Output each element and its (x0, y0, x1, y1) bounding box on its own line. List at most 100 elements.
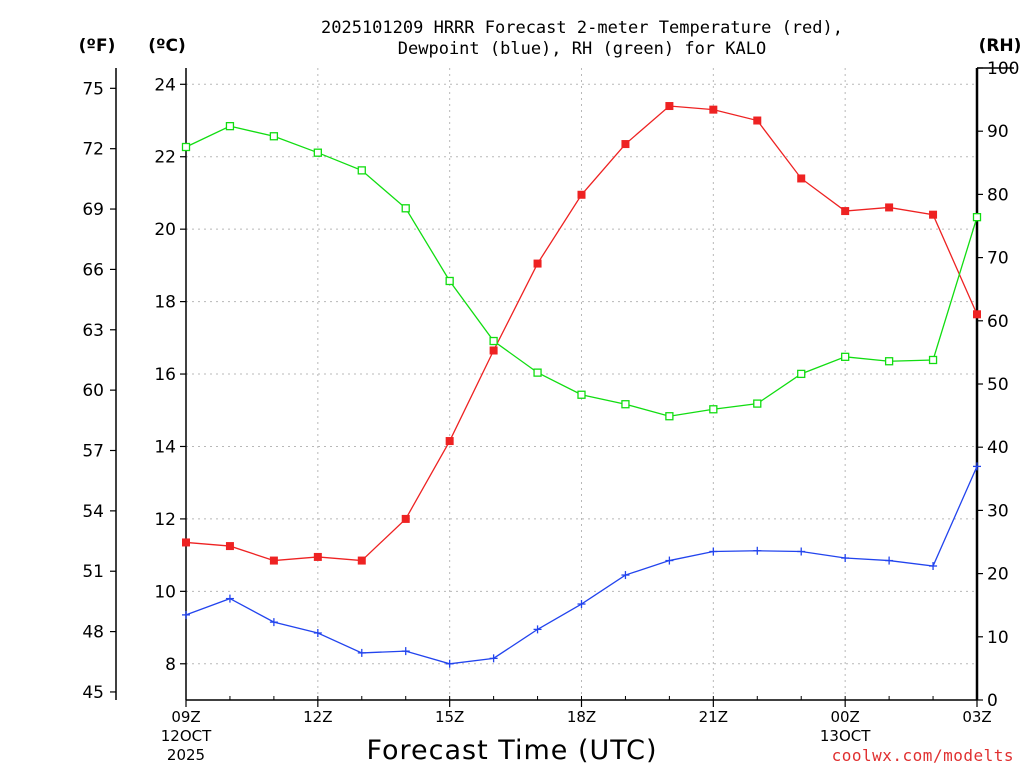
temperature-point (665, 102, 674, 111)
dewpoint-point (225, 594, 234, 603)
rh-tick-label: 100 (987, 59, 1019, 79)
fahrenheit-tick-label: 69 (82, 200, 104, 220)
temperature-point (929, 210, 938, 219)
temperature-point (797, 174, 806, 183)
temperature-point (313, 552, 322, 561)
temperature-point (225, 542, 234, 551)
temperature-point (445, 437, 454, 446)
dewpoint-point (885, 556, 894, 565)
rh-tick-label: 40 (987, 438, 1009, 458)
dewpoint-point (269, 618, 278, 627)
chart-title-line2: Dewpoint (blue), RH (green) for KALO (398, 39, 766, 59)
fahrenheit-tick-label: 60 (82, 381, 104, 401)
rh-tick-label: 20 (987, 565, 1009, 585)
x-tick-label: 12Z (303, 708, 332, 726)
celsius-tick-label: 10 (154, 582, 176, 602)
dewpoint-point (665, 556, 674, 565)
temperature-point (182, 538, 190, 547)
dewpoint-point (797, 547, 806, 556)
x-tick-label: 09Z (171, 708, 200, 726)
x-tick-label: 03Z (962, 708, 991, 726)
fahrenheit-tick-label: 51 (82, 562, 104, 582)
rh-tick-label: 0 (987, 691, 998, 711)
rh-tick-label: 60 (987, 312, 1009, 332)
fahrenheit-tick-label: 75 (82, 79, 104, 99)
celsius-tick-label: 22 (154, 148, 176, 168)
celsius-tick-label: 20 (154, 220, 176, 240)
dewpoint-point (621, 571, 630, 580)
dewpoint-point (401, 647, 410, 656)
rh-point (533, 368, 542, 377)
rh-tick-label: 30 (987, 501, 1009, 521)
axes (110, 67, 1014, 707)
fahrenheit-tick-label: 54 (82, 502, 104, 522)
series-rh (181, 121, 982, 421)
fahrenheit-tick-label: 45 (82, 683, 104, 703)
rh-point (401, 204, 410, 213)
credit-link[interactable]: coolwx.com/modelts (832, 746, 1014, 765)
series-line-rh (185, 125, 978, 417)
temperature-point (489, 346, 498, 355)
dewpoint-point (357, 648, 366, 657)
temperature-point (533, 259, 542, 268)
rh-point (753, 399, 762, 408)
x-tick-label: 00Z (830, 708, 859, 726)
rh-point (709, 405, 718, 414)
rh-point (577, 390, 586, 399)
fahrenheit-tick-label: 57 (82, 441, 104, 461)
tick-labels: 8 10 12 14 16 18 20 22 24 45 48 51 54 57 60 63 66 69 72 75 0… (82, 59, 1019, 764)
rh-tick-label: 70 (987, 249, 1009, 269)
x-tick-label: 21Z (699, 708, 728, 726)
rh-tick-label: 80 (987, 185, 1009, 205)
temperature-point (577, 190, 586, 199)
dewpoint-point (929, 561, 938, 570)
x-tick-date: 13OCT (820, 727, 871, 745)
rh-unit-label: (RH) (979, 36, 1022, 56)
series-dewpoint (182, 462, 981, 668)
celsius-tick-label: 14 (154, 437, 176, 457)
fahrenheit-tick-label: 48 (82, 623, 104, 643)
rh-point (225, 121, 235, 131)
rh-point (269, 132, 279, 141)
temperature-point (621, 140, 630, 149)
temperature-point (709, 105, 718, 114)
rh-point (972, 213, 982, 222)
dewpoint-point (533, 625, 542, 634)
dewpoint-point (489, 654, 498, 663)
rh-tick-label: 90 (987, 122, 1009, 142)
dewpoint-point (709, 547, 718, 556)
rh-point (357, 166, 366, 175)
rh-point (445, 276, 454, 286)
rh-point (841, 352, 850, 361)
series-layer (181, 102, 982, 668)
rh-point (313, 148, 322, 157)
celsius-tick-label: 18 (154, 293, 176, 313)
celsius-tick-label: 8 (165, 655, 176, 675)
celsius-unit-label: (ºC) (148, 36, 186, 56)
x-axis-label: Forecast Time (UTC) (366, 735, 657, 766)
rh-tick-label: 10 (987, 628, 1009, 648)
x-tick-label: 18Z (567, 708, 596, 726)
rh-tick-label: 50 (987, 375, 1009, 395)
rh-point (621, 400, 630, 409)
series-temperature (182, 102, 981, 565)
dewpoint-point (445, 659, 454, 668)
dewpoint-point (841, 554, 850, 563)
chart-title-line1: 2025101209 HRRR Forecast 2-meter Tempera… (321, 18, 843, 38)
dewpoint-point (182, 610, 190, 619)
rh-point (884, 357, 894, 366)
temperature-point (357, 556, 366, 565)
temperature-point (753, 116, 762, 125)
celsius-tick-label: 12 (154, 510, 176, 530)
rh-point (665, 412, 674, 421)
fahrenheit-tick-label: 72 (82, 140, 104, 160)
rh-point (489, 336, 498, 346)
temperature-point (973, 310, 981, 319)
rh-point (928, 355, 938, 365)
dewpoint-point (577, 600, 586, 609)
x-tick-label: 15Z (435, 708, 464, 726)
x-tick-date: 12OCT (161, 727, 212, 745)
celsius-tick-label: 16 (154, 365, 176, 385)
temperature-point (269, 556, 278, 565)
